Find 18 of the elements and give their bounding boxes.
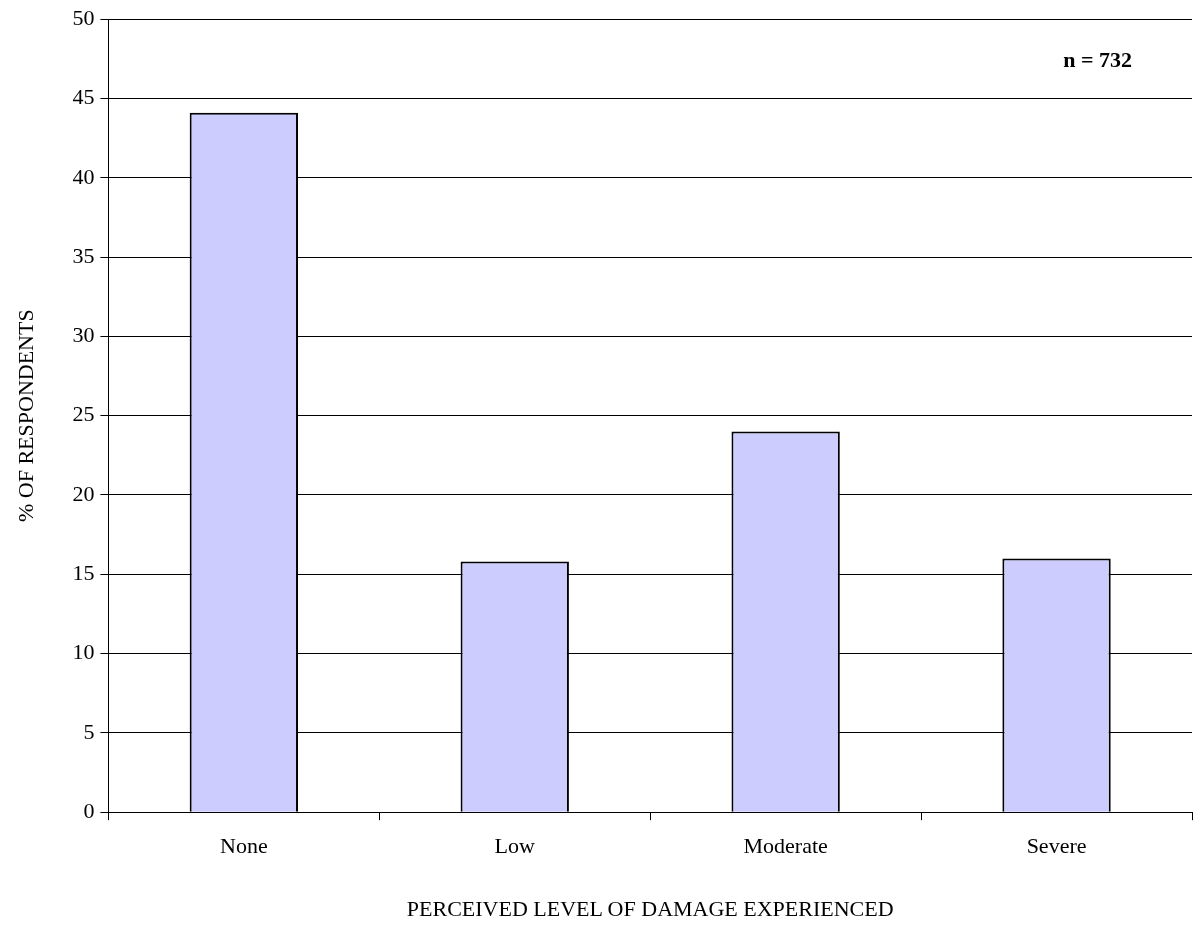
x-axis-title: PERCEIVED LEVEL OF DAMAGE EXPERIENCED — [406, 895, 894, 921]
y-tick-label: 25 — [72, 401, 95, 427]
y-tick-label: 35 — [72, 242, 95, 268]
y-tick-label: 10 — [72, 639, 95, 665]
y-tick-label: 15 — [72, 560, 95, 586]
x-tick-label: Moderate — [743, 833, 828, 859]
y-axis-title: % OF RESPONDENTS — [12, 309, 38, 523]
y-tick-label: 20 — [72, 480, 95, 506]
y-tick-label: 5 — [83, 718, 95, 744]
x-tick-label: Severe — [1026, 833, 1087, 859]
y-tick-label: 50 — [72, 4, 95, 30]
x-tick-label: None — [220, 833, 268, 859]
y-tick-label: 45 — [72, 84, 95, 110]
y-tick-label: 40 — [72, 163, 95, 189]
y-tick-label: 30 — [72, 322, 95, 348]
y-tick-label: 0 — [83, 797, 95, 823]
annotation: n = 732 — [1063, 46, 1132, 72]
x-tick-label: Low — [494, 833, 536, 859]
